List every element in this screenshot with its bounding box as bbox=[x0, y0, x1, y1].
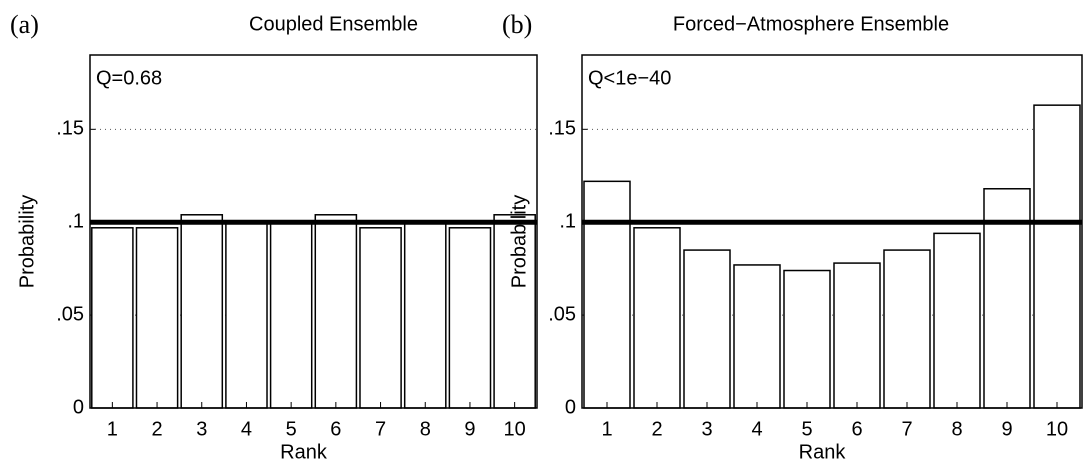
x-tick-label: 5 bbox=[286, 418, 297, 440]
x-tick-label: 2 bbox=[651, 418, 662, 440]
bar bbox=[225, 221, 268, 409]
panel-label: (b) bbox=[502, 10, 532, 39]
bar bbox=[135, 227, 179, 409]
bar bbox=[833, 262, 881, 409]
bar bbox=[633, 227, 681, 409]
x-tick-label: 4 bbox=[241, 418, 252, 440]
x-tick-label: 5 bbox=[801, 418, 812, 440]
y-tick-label: .1 bbox=[559, 210, 576, 232]
bar bbox=[883, 249, 931, 409]
x-tick-label: 7 bbox=[375, 418, 386, 440]
annotation: Q=0.68 bbox=[96, 67, 162, 89]
annotation: Q<1e−40 bbox=[588, 67, 671, 89]
plot-frame bbox=[581, 54, 1083, 409]
x-tick-label: 7 bbox=[901, 418, 912, 440]
x-tick-label: 9 bbox=[464, 418, 475, 440]
x-tick-label: 6 bbox=[851, 418, 862, 440]
x-tick-label: 3 bbox=[196, 418, 207, 440]
x-axis-label: Rank bbox=[280, 441, 328, 463]
bar bbox=[783, 269, 831, 409]
bar bbox=[1033, 104, 1081, 409]
bar bbox=[933, 232, 981, 409]
y-tick-label: .05 bbox=[548, 303, 576, 325]
chart-title: Coupled Ensemble bbox=[249, 13, 418, 35]
y-tick-label: .1 bbox=[67, 210, 84, 232]
x-tick-label: 9 bbox=[1001, 418, 1012, 440]
x-tick-label: 10 bbox=[504, 418, 526, 440]
y-tick-label: .05 bbox=[56, 303, 84, 325]
plot-frame bbox=[89, 54, 538, 409]
y-tick-label: 0 bbox=[565, 396, 576, 418]
x-tick-label: 10 bbox=[1046, 418, 1068, 440]
y-tick-label: .15 bbox=[56, 118, 84, 140]
x-tick-label: 8 bbox=[951, 418, 962, 440]
y-axis-label: Probability bbox=[16, 195, 38, 288]
bar bbox=[733, 264, 781, 409]
x-tick-label: 6 bbox=[330, 418, 341, 440]
bar bbox=[583, 180, 631, 409]
bar bbox=[359, 227, 402, 409]
bar bbox=[493, 214, 536, 409]
x-tick-label: 4 bbox=[751, 418, 762, 440]
bar bbox=[314, 214, 358, 409]
x-axis-label: Rank bbox=[799, 441, 847, 463]
chart-title: Forced−Atmosphere Ensemble bbox=[673, 13, 949, 35]
x-tick-label: 3 bbox=[701, 418, 712, 440]
x-tick-label: 8 bbox=[420, 418, 431, 440]
y-tick-label: .15 bbox=[548, 118, 576, 140]
y-tick-label: 0 bbox=[73, 396, 84, 418]
bar bbox=[180, 214, 224, 409]
panel-label: (a) bbox=[10, 10, 39, 39]
y-axis-label: Probability bbox=[508, 195, 530, 288]
x-tick-label: 1 bbox=[107, 418, 118, 440]
x-tick-label: 1 bbox=[601, 418, 612, 440]
bar bbox=[683, 249, 731, 409]
x-tick-label: 2 bbox=[151, 418, 162, 440]
bar bbox=[91, 227, 134, 409]
bar bbox=[403, 221, 447, 409]
bar bbox=[448, 227, 492, 409]
bar bbox=[269, 221, 313, 409]
